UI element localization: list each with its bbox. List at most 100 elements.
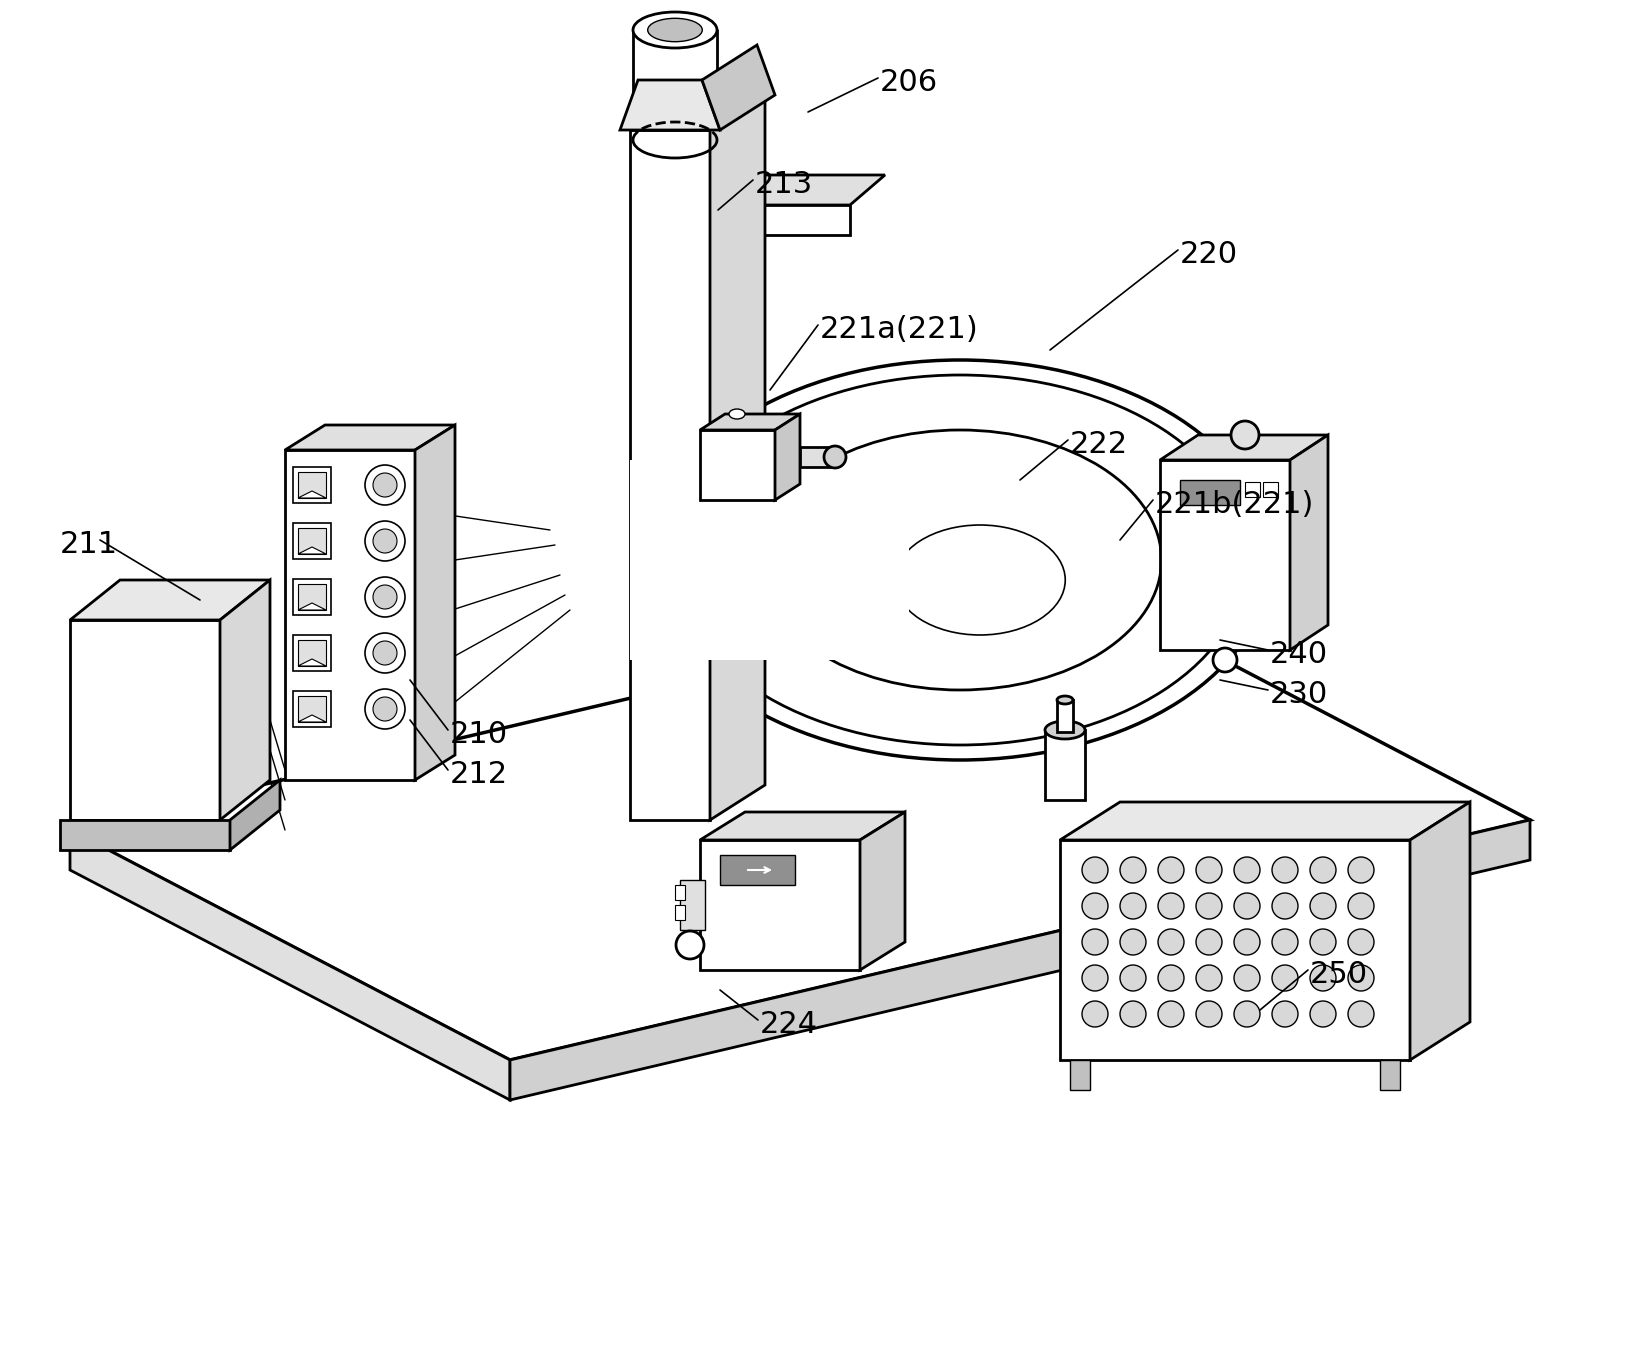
Ellipse shape bbox=[1057, 696, 1073, 704]
Ellipse shape bbox=[1121, 1002, 1145, 1028]
Ellipse shape bbox=[1310, 1002, 1336, 1028]
Polygon shape bbox=[860, 812, 904, 970]
Polygon shape bbox=[701, 812, 904, 840]
Text: 206: 206 bbox=[880, 69, 939, 97]
Bar bbox=[299, 584, 327, 611]
Polygon shape bbox=[1160, 435, 1328, 460]
Polygon shape bbox=[230, 781, 281, 851]
Ellipse shape bbox=[1310, 965, 1336, 991]
Ellipse shape bbox=[633, 12, 717, 48]
Circle shape bbox=[1213, 648, 1237, 672]
Ellipse shape bbox=[1347, 1002, 1374, 1028]
Polygon shape bbox=[286, 425, 455, 450]
Ellipse shape bbox=[1347, 929, 1374, 955]
Polygon shape bbox=[1410, 803, 1470, 1061]
Polygon shape bbox=[510, 820, 1529, 1100]
Ellipse shape bbox=[1081, 965, 1108, 991]
Ellipse shape bbox=[1347, 858, 1374, 884]
Polygon shape bbox=[1290, 435, 1328, 650]
Bar bbox=[801, 447, 835, 466]
Bar bbox=[720, 855, 794, 885]
Bar bbox=[294, 579, 331, 615]
Polygon shape bbox=[1070, 1061, 1090, 1089]
Polygon shape bbox=[71, 590, 1529, 1061]
Bar bbox=[1246, 482, 1260, 497]
Polygon shape bbox=[299, 659, 327, 665]
Polygon shape bbox=[620, 80, 720, 130]
Polygon shape bbox=[711, 204, 850, 235]
Text: 240: 240 bbox=[1270, 639, 1328, 670]
Text: 210: 210 bbox=[450, 720, 509, 749]
Bar bbox=[674, 906, 684, 921]
Ellipse shape bbox=[1310, 858, 1336, 884]
Bar bbox=[1045, 730, 1085, 800]
Text: 250: 250 bbox=[1310, 960, 1369, 989]
Ellipse shape bbox=[1347, 893, 1374, 919]
Ellipse shape bbox=[1121, 893, 1145, 919]
Ellipse shape bbox=[1272, 965, 1298, 991]
Text: 211: 211 bbox=[61, 530, 118, 558]
Polygon shape bbox=[630, 95, 765, 130]
Bar bbox=[294, 523, 331, 558]
Polygon shape bbox=[1160, 460, 1290, 650]
Bar bbox=[630, 460, 909, 660]
Ellipse shape bbox=[1234, 858, 1260, 884]
Ellipse shape bbox=[1234, 1002, 1260, 1028]
Ellipse shape bbox=[1272, 858, 1298, 884]
Polygon shape bbox=[71, 620, 220, 820]
Ellipse shape bbox=[1159, 929, 1185, 955]
Polygon shape bbox=[1380, 1061, 1400, 1089]
Ellipse shape bbox=[648, 18, 702, 41]
Circle shape bbox=[373, 473, 397, 497]
Ellipse shape bbox=[1196, 893, 1223, 919]
Polygon shape bbox=[701, 840, 860, 970]
Polygon shape bbox=[701, 414, 801, 429]
Text: 212: 212 bbox=[450, 760, 509, 789]
Text: 221b(221): 221b(221) bbox=[1155, 490, 1314, 519]
Ellipse shape bbox=[1196, 1002, 1223, 1028]
Ellipse shape bbox=[1121, 858, 1145, 884]
Ellipse shape bbox=[673, 375, 1247, 745]
Ellipse shape bbox=[1234, 929, 1260, 955]
Ellipse shape bbox=[1272, 929, 1298, 955]
Ellipse shape bbox=[1045, 722, 1085, 740]
Ellipse shape bbox=[1310, 929, 1336, 955]
Ellipse shape bbox=[824, 446, 847, 468]
Bar bbox=[299, 472, 327, 498]
Bar bbox=[1264, 482, 1278, 497]
Polygon shape bbox=[299, 491, 327, 498]
Ellipse shape bbox=[1196, 858, 1223, 884]
Text: 221a(221): 221a(221) bbox=[820, 316, 978, 344]
Polygon shape bbox=[415, 425, 455, 781]
Ellipse shape bbox=[1121, 929, 1145, 955]
Polygon shape bbox=[1060, 840, 1410, 1061]
Ellipse shape bbox=[1272, 1002, 1298, 1028]
Ellipse shape bbox=[1196, 929, 1223, 955]
Bar bbox=[294, 466, 331, 504]
Circle shape bbox=[364, 521, 405, 561]
Bar bbox=[294, 635, 331, 671]
Bar bbox=[1180, 480, 1241, 505]
Bar bbox=[299, 639, 327, 665]
Text: 230: 230 bbox=[1270, 681, 1328, 709]
Bar bbox=[299, 528, 327, 554]
Text: 224: 224 bbox=[760, 1010, 819, 1039]
Ellipse shape bbox=[1310, 893, 1336, 919]
Polygon shape bbox=[630, 130, 711, 820]
Circle shape bbox=[364, 689, 405, 729]
Ellipse shape bbox=[1081, 929, 1108, 955]
Ellipse shape bbox=[1159, 858, 1185, 884]
Text: 220: 220 bbox=[1180, 240, 1237, 269]
Polygon shape bbox=[775, 414, 801, 499]
Bar bbox=[674, 885, 684, 900]
Polygon shape bbox=[711, 95, 765, 820]
Circle shape bbox=[364, 465, 405, 505]
Ellipse shape bbox=[1159, 1002, 1185, 1028]
Ellipse shape bbox=[894, 525, 1065, 635]
Circle shape bbox=[364, 578, 405, 617]
Circle shape bbox=[373, 641, 397, 665]
Ellipse shape bbox=[1081, 1002, 1108, 1028]
Polygon shape bbox=[299, 604, 327, 611]
Ellipse shape bbox=[1159, 893, 1185, 919]
Polygon shape bbox=[299, 547, 327, 554]
